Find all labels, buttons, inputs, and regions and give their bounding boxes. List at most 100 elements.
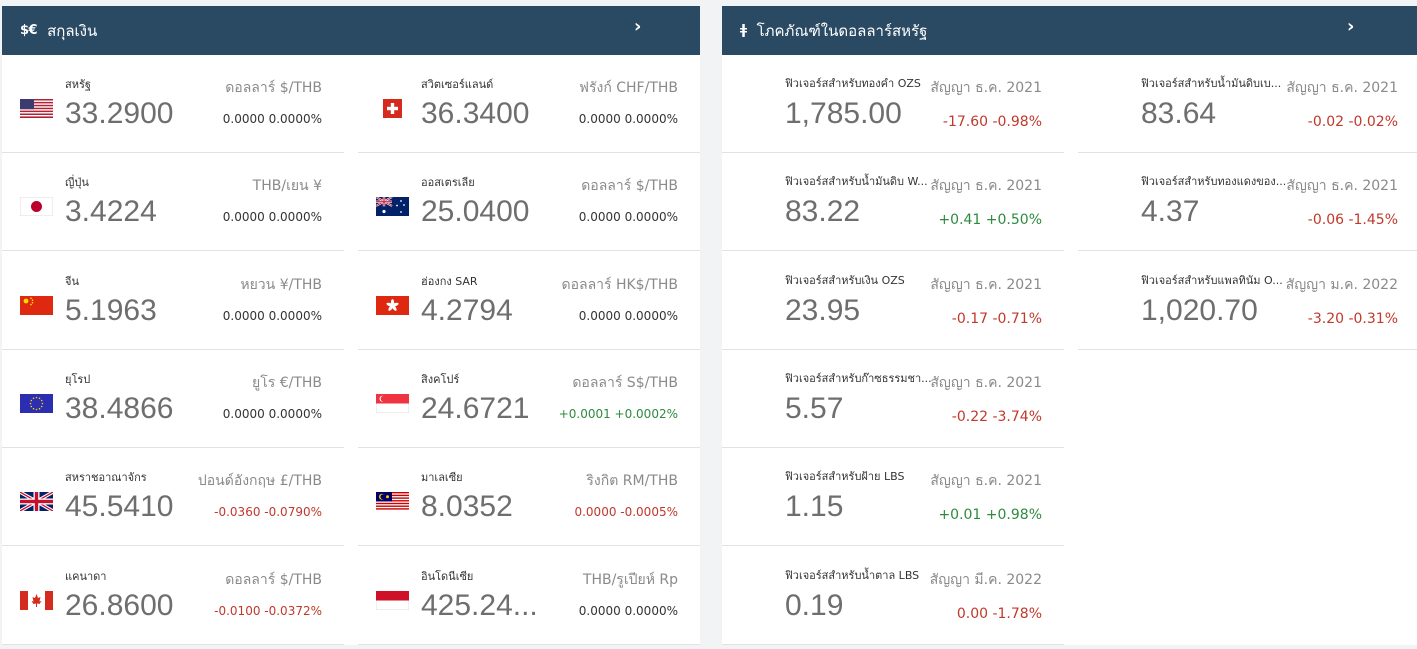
currency-change: 0.0000 0.0000% [222,210,322,225]
commodity-value: 5.57 [785,391,844,425]
currency-change: 0.0000 0.0000% [578,210,678,225]
cn-flag-icon [20,295,53,315]
currency-cell[interactable]: ออสเตรเลีย 25.0400 ดอลลาร์ $/THB 0.0000 0.0… [358,153,700,252]
currency-pair: ปอนด์อังกฤษ £/THB [197,473,322,490]
currency-rate: 425.24... [421,588,538,622]
currency-country: สหราชอาณาจักร [65,471,147,485]
eu-flag-icon [20,393,53,413]
commodity-value: 83.22 [785,195,861,229]
currency-country: ออสเตรเลีย [421,176,475,190]
id-flag-icon [376,590,409,610]
gb-flag-icon [20,492,53,512]
commodity-cell[interactable]: ฟิวเจอร์สสำหรับเงิน OZS 23.95 สัญญา ธ.ค. 2… [722,251,1064,350]
currency-cell[interactable]: จีน 5.1963 หยวน ¥/THB 0.0000 0.0000% [2,251,344,350]
commodity-contract: สัญญา ม.ค. 2022 [1285,276,1398,293]
commodity-cell[interactable]: ฟิวเจอร์สสำหรับทองแดงของ... 4.37 สัญญา ธ.ค… [1078,153,1417,252]
currency-rate: 5.1963 [65,293,157,327]
currency-country: มาเลเซีย [421,471,463,485]
currency-rate: 4.2794 [421,293,513,327]
currency-rate: 25.0400 [421,195,530,229]
commodity-name: ฟิวเจอร์สสำหรับเงิน OZS [785,273,905,287]
currency-pair: THB/รูเปียห์ Rp [582,571,678,588]
currency-pair: ดอลลาร์ $/THB [225,571,322,588]
currency-cell[interactable]: ยุโรป 38.4866 ยูโร €/THB 0.0000 0.0000% [2,349,344,448]
commodity-panel-title: โภคภัณฑ์ในดอลลาร์สหรัฐ [756,21,928,40]
currency-cell[interactable]: ฮ่องกง SAR 4.2794 ดอลลาร์ HK$/THB 0.0000 0.… [358,251,700,350]
currency-change: +0.0001 +0.0002% [558,406,678,421]
commodity-change: -0.22 -3.74% [951,408,1042,425]
commodity-contract: สัญญา มี.ค. 2022 [929,571,1042,588]
commodity-name: ฟิวเจอร์สสำหรับทองคำ OZS [785,77,921,90]
currency-pair: ฟรังก์ CHF/THB [579,80,678,96]
commodity-panel: ǂ โภคภัณฑ์ในดอลลาร์สหรัฐ › ฟิวเจอร์สสำหร… [722,6,1417,645]
currency-rate: 36.3400 [421,97,530,130]
currency-pair: ริงกิต RM/THB [586,473,678,490]
sg-flag-icon [376,393,409,413]
commodity-value: 4.37 [1141,195,1200,229]
currency-change: 0.0000 0.0000% [578,308,678,323]
commodity-contract: สัญญา ธ.ค. 2021 [1286,80,1398,96]
currency-cell[interactable]: ญี่ปุ่น 3.4224 THB/เยน ¥ 0.0000 0.0000% [2,153,344,252]
commodity-contract: สัญญา ธ.ค. 2021 [930,178,1042,195]
commodity-contract: สัญญา ธ.ค. 2021 [930,374,1042,391]
currency-cell[interactable]: สวิตเซอร์แลนด์ 36.3400 ฟรังก์ CHF/THB 0.000… [358,55,700,153]
currency-change: 0.0000 0.0000% [222,406,322,421]
commodity-value: 1,020.70 [1141,293,1258,327]
commodity-change: +0.41 +0.50% [938,212,1042,229]
currency-pair: ดอลลาร์ HK$/THB [561,276,678,293]
currency-cell[interactable]: แคนาดา 26.8600 ดอลลาร์ $/THB -0.0100 -0.037… [2,546,344,645]
commodity-value: 0.19 [785,588,844,622]
currency-country: สวิตเซอร์แลนด์ [421,78,494,91]
currency-country: สหรัฐ [65,78,91,91]
commodity-cell[interactable]: ฟิวเจอร์สสำหรับน้ำตาล LBS 0.19 สัญญา มี.ค.… [722,546,1064,645]
commodity-change: -17.60 -0.98% [942,114,1042,130]
currency-pair: ยูโร €/THB [252,374,322,391]
currency-change: -0.0100 -0.0372% [214,603,322,618]
commodity-change: +0.01 +0.98% [938,507,1042,524]
currency-pair: หยวน ¥/THB [240,276,322,293]
currency-change: 0.0000 0.0000% [222,308,322,323]
currency-change: 0.0000 0.0000% [222,112,322,126]
commodity-value: 1,785.00 [785,97,902,130]
currency-country: จีน [65,274,79,288]
currency-cell[interactable]: อินโดนีเซีย 425.24... THB/รูเปียห์ Rp 0.000… [358,546,700,645]
commodity-name: ฟิวเจอร์สสำหรับทองแดงของ... [1141,175,1287,189]
ca-flag-icon [20,590,53,610]
currency-change: 0.0000 0.0000% [578,112,678,126]
currency-panel-title: สกุลเงิน [47,21,98,40]
commodity-icon: ǂ [740,23,747,38]
currency-cell[interactable]: สิงคโปร์ 24.6721 ดอลลาร์ S$/THB +0.0001 +0.… [358,349,700,448]
commodity-cell[interactable]: ฟิวเจอร์สสำหรับก๊าซธรรมชา... 5.57 สัญญา ธ.… [722,349,1064,448]
jp-flag-icon [20,197,53,217]
currency-change: -0.0360 -0.0790% [214,505,322,520]
currency-cell[interactable]: สหรัฐ 33.2900 ดอลลาร์ $/THB 0.0000 0.0000% [2,55,344,153]
currency-panel: $€ สกุลเงิน › สหรัฐ 33.2900 ดอลลาร์ $/THB 0… [2,6,700,645]
commodity-cell[interactable]: ฟิวเจอร์สสำหรับน้ำมันดิบ W... 83.22 สัญญา … [722,153,1064,252]
currency-pair: ดอลลาร์ $/THB [581,178,678,195]
currency-cell[interactable]: สหราชอาณาจักร 45.5410 ปอนด์อังกฤษ £/THB -0.… [2,448,344,547]
currency-icon: $€ [20,23,38,38]
chevron-right-icon[interactable]: › [634,16,642,37]
currency-rate: 26.8600 [65,588,174,622]
commodity-change: -0.17 -0.71% [951,310,1042,327]
commodity-name: ฟิวเจอร์สสำหรับแพลทินัม O... [1141,273,1283,287]
commodity-cell[interactable]: ฟิวเจอร์สสำหรับฝ้าย LBS 1.15 สัญญา ธ.ค. 20… [722,448,1064,547]
currency-rate: 8.0352 [421,490,513,524]
commodity-name: ฟิวเจอร์สสำหรับน้ำตาล LBS [785,568,920,582]
commodity-cell[interactable]: ฟิวเจอร์สสำหรับทองคำ OZS 1,785.00 สัญญา ธ.… [722,55,1064,153]
my-flag-icon [376,492,409,512]
chevron-right-icon[interactable]: › [1347,16,1355,37]
currency-cell[interactable]: มาเลเซีย 8.0352 ริงกิต RM/THB 0.0000 -0.000… [358,448,700,547]
commodity-name: ฟิวเจอร์สสำหรับก๊าซธรรมชา... [785,371,932,385]
currency-pair: ดอลลาร์ $/THB [225,80,322,96]
currency-rate: 3.4224 [65,195,157,229]
currency-country: สิงคโปร์ [421,372,460,386]
commodity-value: 1.15 [785,490,844,524]
commodity-name: ฟิวเจอร์สสำหรับฝ้าย LBS [785,470,905,484]
commodity-cell[interactable]: ฟิวเจอร์สสำหรับน้ำมันดิบเบ... 83.64 สัญญา … [1078,55,1417,153]
commodity-change: -3.20 -0.31% [1307,310,1398,327]
commodity-cell[interactable]: ฟิวเจอร์สสำหรับแพลทินัม O... 1,020.70 สัญญ… [1078,251,1417,350]
commodity-value: 23.95 [785,293,861,327]
commodity-contract: สัญญา ธ.ค. 2021 [1286,178,1398,195]
hk-flag-icon [376,295,409,315]
